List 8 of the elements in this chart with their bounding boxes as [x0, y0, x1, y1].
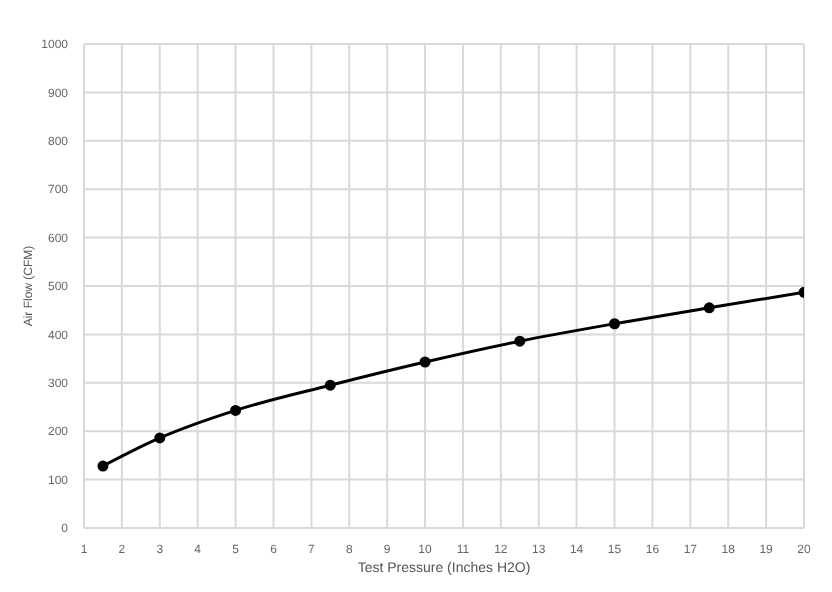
point — [609, 318, 621, 330]
point — [514, 335, 526, 347]
point — [419, 356, 431, 368]
point — [703, 302, 715, 314]
point — [230, 404, 242, 416]
point — [97, 460, 109, 472]
point — [154, 432, 166, 444]
point — [324, 379, 336, 391]
